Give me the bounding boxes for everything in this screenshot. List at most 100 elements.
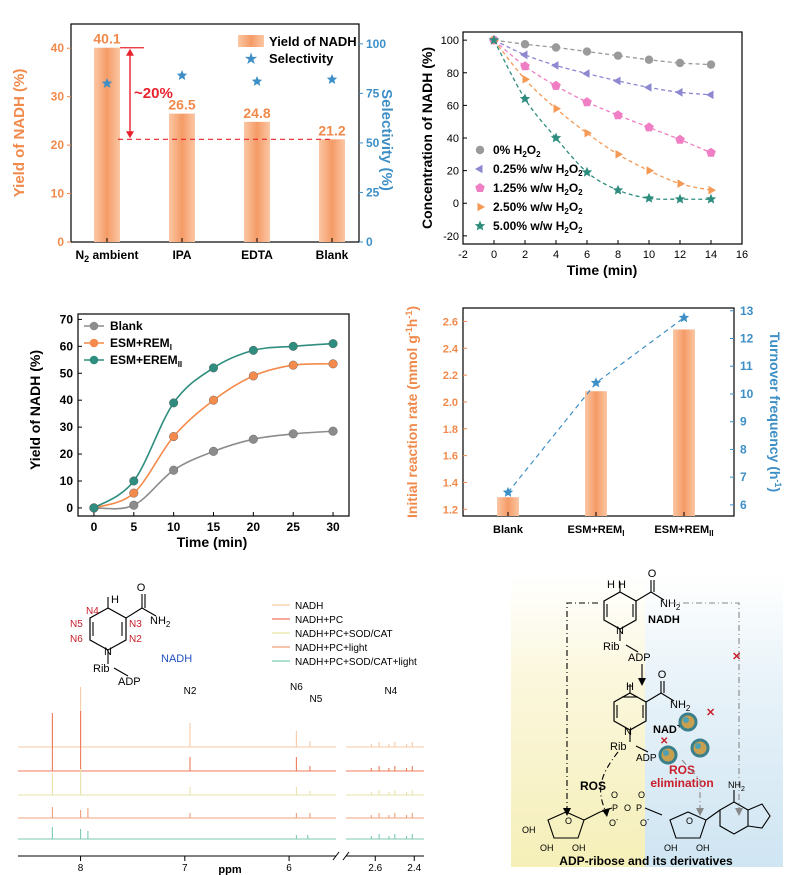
legend-label: ESM+REMI bbox=[110, 336, 172, 352]
data-point bbox=[643, 192, 655, 203]
bar bbox=[244, 121, 270, 242]
x-axis-label: Time (min) bbox=[567, 262, 638, 278]
legend-label: 0.25% w/w H2O2 bbox=[493, 162, 583, 178]
bond bbox=[645, 692, 662, 703]
data-point bbox=[520, 61, 530, 71]
legend-marker bbox=[475, 145, 485, 155]
y2-tick-label: 12 bbox=[740, 332, 754, 346]
data-point bbox=[129, 500, 139, 510]
bond bbox=[635, 745, 649, 753]
y-tick-label: 20 bbox=[447, 166, 459, 178]
hydroxyl-label: OH bbox=[696, 843, 710, 853]
legend-marker bbox=[475, 164, 483, 174]
tof-point bbox=[678, 312, 690, 323]
y2-tick-label: 13 bbox=[740, 304, 754, 318]
y2-tick-label: 0 bbox=[366, 235, 373, 249]
diff-arrow-head-up bbox=[126, 48, 134, 56]
data-point bbox=[613, 51, 623, 60]
x-tick-label: 14 bbox=[705, 249, 717, 261]
spectrum-trace bbox=[18, 827, 336, 840]
panel-d-rate-chart: Blank ESM+REMI ESM+REMII 1.2 1.4 1.6 1.8 2.0 2.2… bbox=[404, 304, 783, 538]
n4-label: N4 bbox=[86, 606, 99, 617]
axis-break bbox=[342, 851, 350, 861]
data-point bbox=[706, 90, 714, 100]
bar bbox=[585, 391, 607, 516]
axis-break bbox=[332, 851, 340, 861]
legend-label: NADH+PC+light bbox=[295, 643, 367, 654]
data-point bbox=[675, 58, 685, 68]
nitrogen-label: N bbox=[616, 625, 624, 637]
oxygen-label: O bbox=[658, 669, 667, 681]
selectivity-point bbox=[326, 74, 338, 84]
data-point bbox=[520, 40, 530, 49]
legend-yield: Yield of NADH bbox=[269, 34, 357, 49]
y-tick-label: 20 bbox=[60, 447, 74, 461]
x-tick-label: N2 ambient bbox=[75, 248, 138, 264]
data-point bbox=[169, 398, 179, 408]
x-tick-label: 10 bbox=[643, 249, 655, 261]
data-point bbox=[169, 465, 179, 475]
x-tick-label: 30 bbox=[326, 520, 340, 534]
amine-label: NH2 bbox=[660, 598, 681, 612]
x-tick-label: 0 bbox=[491, 249, 497, 261]
y2-tick-label: 100 bbox=[366, 37, 386, 51]
arrow-head bbox=[696, 808, 704, 816]
n3-label: N3 bbox=[129, 619, 142, 630]
x-tick-label: 25 bbox=[287, 520, 301, 534]
peak-label-n2: N2 bbox=[184, 686, 197, 697]
data-point bbox=[288, 341, 298, 351]
y2-tick-label: 25 bbox=[366, 185, 380, 199]
adp-bond bbox=[113, 667, 129, 677]
y2-tick-label: 10 bbox=[740, 387, 754, 401]
n5-label: N5 bbox=[70, 619, 83, 630]
bond bbox=[650, 591, 665, 601]
data-point bbox=[522, 75, 530, 84]
selectivity-point bbox=[251, 76, 263, 86]
data-point bbox=[581, 166, 593, 177]
nanoparticle-core bbox=[663, 750, 669, 756]
data-point bbox=[208, 395, 218, 405]
x-tick-label: ESM+REMI bbox=[568, 524, 625, 538]
x-axis-label: Time (min) bbox=[177, 534, 248, 550]
spectrum-trace-right bbox=[346, 813, 424, 819]
data-point bbox=[169, 432, 179, 442]
legend-star-icon: ★ bbox=[244, 51, 258, 68]
legend-marker bbox=[89, 355, 99, 365]
y-tick-label: 40 bbox=[447, 133, 459, 145]
peak-label-n5: N5 bbox=[310, 694, 323, 705]
hydrogen-label: H H bbox=[607, 579, 626, 591]
blocked-x-icon: ✕ bbox=[660, 736, 668, 747]
nitrogen-label: N bbox=[104, 646, 112, 658]
arrow-head bbox=[735, 808, 743, 816]
y-tick-label: 0 bbox=[57, 235, 64, 249]
selectivity-point bbox=[176, 70, 188, 80]
adp-label: ADP bbox=[118, 676, 141, 688]
data-point bbox=[551, 61, 559, 70]
x-tick-label: 2 bbox=[522, 249, 528, 261]
blocked-x-icon: ✕ bbox=[706, 707, 715, 719]
data-point bbox=[677, 179, 685, 188]
y2-axis-label: Selectivity (%) bbox=[378, 89, 395, 191]
n6-label: N6 bbox=[70, 634, 83, 645]
legend-marker bbox=[89, 321, 99, 331]
panel-a-selectivity-chart: N2 ambient IPA EDTA Blank 0 10 20 30 40 0 25 50 75 10… bbox=[11, 23, 395, 264]
data-point bbox=[248, 345, 258, 355]
nadh-label: NADH bbox=[648, 614, 680, 626]
x-tick-label: 8 bbox=[615, 249, 621, 261]
phosphate-label: P bbox=[636, 803, 642, 813]
data-point bbox=[208, 446, 218, 456]
spectrum-trace-right bbox=[346, 742, 424, 748]
data-point bbox=[248, 434, 258, 444]
rib-label: Rib bbox=[93, 663, 110, 675]
x-tick-label: EDTA bbox=[241, 248, 273, 262]
difference-annotation: ~20% bbox=[134, 85, 173, 102]
y2-axis-label: Turnover frequency (h-1) bbox=[767, 332, 783, 492]
y-axis-label: Initial reaction rate (mmol g-1h-1) bbox=[404, 306, 420, 518]
arrow-head bbox=[638, 678, 646, 686]
nadh-name: NADH bbox=[161, 653, 192, 665]
hydrogen-label: H bbox=[626, 681, 634, 693]
oxygen-label: O bbox=[137, 582, 146, 594]
y-axis-label: Concentration of NADH (%) bbox=[419, 47, 435, 229]
x-tick-label: 10 bbox=[167, 520, 181, 534]
